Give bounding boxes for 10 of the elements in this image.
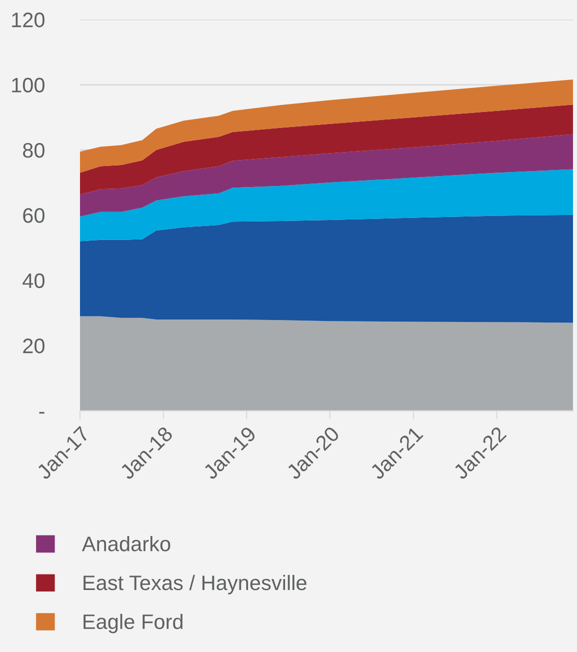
y-tick-label: 100 <box>12 78 44 93</box>
y-tick-label: 20 <box>23 338 44 354</box>
legend-label: Eagle Ford <box>84 614 182 634</box>
legend-label: Anadarko <box>82 536 170 552</box>
y-tick-label: - <box>39 412 44 414</box>
legend-label: East Texas / Haynesville <box>84 574 306 594</box>
y-tick-label: 80 <box>23 142 44 158</box>
y-tick-label: 40 <box>22 273 44 288</box>
y-tick-label: 120 <box>12 12 44 28</box>
y-tick-label: 60 <box>23 208 44 223</box>
